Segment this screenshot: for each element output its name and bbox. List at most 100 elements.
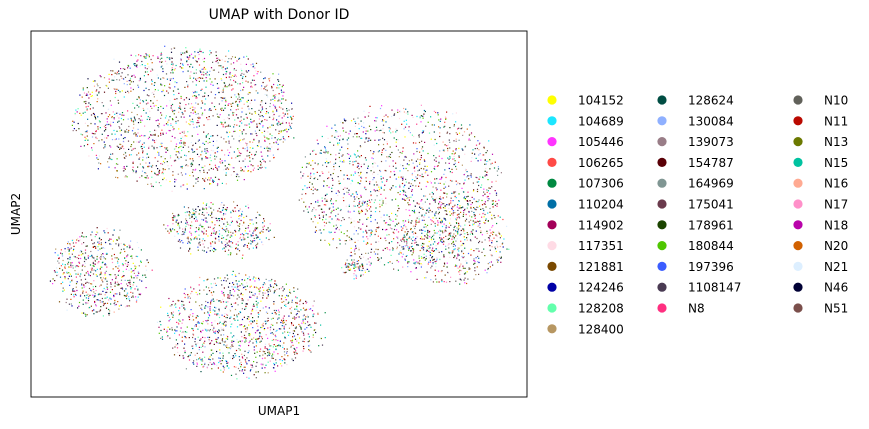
scatter-point (419, 249, 421, 252)
scatter-point (213, 232, 215, 234)
scatter-point (110, 286, 112, 288)
scatter-point (168, 168, 170, 170)
scatter-point (482, 154, 484, 156)
scatter-point (115, 277, 117, 280)
scatter-point (133, 133, 135, 135)
scatter-point (343, 233, 345, 235)
scatter-point (438, 203, 440, 205)
scatter-point (396, 229, 398, 231)
scatter-point (491, 181, 493, 183)
scatter-point (360, 194, 362, 196)
scatter-point (195, 142, 197, 144)
scatter-point (252, 366, 254, 368)
scatter-point (466, 237, 468, 239)
scatter-point (96, 311, 98, 313)
scatter-point (252, 121, 254, 123)
scatter-point (263, 328, 266, 330)
scatter-point (241, 70, 243, 72)
scatter-point (84, 131, 87, 133)
scatter-point (72, 289, 74, 291)
scatter-point (432, 198, 434, 200)
scatter-point (209, 163, 211, 166)
scatter-point (205, 136, 207, 138)
scatter-point (262, 297, 264, 299)
scatter-point (416, 148, 418, 150)
scatter-point (487, 220, 489, 222)
scatter-point (107, 87, 109, 89)
scatter-point (433, 144, 435, 146)
scatter-point (203, 365, 205, 367)
scatter-point (361, 253, 363, 255)
scatter-point (222, 87, 224, 89)
scatter-point (337, 194, 339, 197)
scatter-point (197, 140, 199, 142)
scatter-point (247, 165, 249, 167)
scatter-point (328, 208, 330, 210)
scatter-point (66, 298, 68, 300)
scatter-point (416, 150, 418, 153)
scatter-point (446, 132, 448, 134)
scatter-point (259, 231, 261, 233)
scatter-point (221, 221, 223, 223)
scatter-point (178, 229, 180, 231)
scatter-point (108, 312, 111, 314)
scatter-point (220, 334, 222, 336)
scatter-point (125, 91, 127, 93)
scatter-point (88, 287, 91, 290)
scatter-point (255, 247, 258, 249)
scatter-point (440, 222, 442, 225)
scatter-point (463, 228, 465, 230)
scatter-point (299, 299, 302, 301)
scatter-point (123, 166, 125, 168)
scatter-point (457, 229, 459, 231)
scatter-point (241, 107, 243, 109)
scatter-point (229, 125, 231, 127)
scatter-point (473, 211, 475, 214)
scatter-point (223, 223, 225, 225)
scatter-point (458, 254, 460, 256)
scatter-point (203, 71, 205, 74)
scatter-point (389, 189, 392, 191)
scatter-point (103, 126, 105, 128)
scatter-point (330, 153, 332, 156)
scatter-point (95, 285, 97, 288)
scatter-point (475, 248, 477, 250)
scatter-point (183, 347, 185, 349)
scatter-point (105, 289, 107, 291)
scatter-point (233, 112, 235, 114)
scatter-point (313, 178, 315, 180)
scatter-point (393, 170, 395, 173)
scatter-point (82, 287, 84, 289)
scatter-point (215, 60, 217, 63)
scatter-point (421, 214, 423, 216)
scatter-point (70, 303, 72, 305)
scatter-point (85, 236, 87, 238)
scatter-point (269, 160, 271, 162)
scatter-point (353, 118, 355, 120)
scatter-point (470, 231, 472, 233)
scatter-point (407, 262, 409, 264)
scatter-point (242, 147, 244, 149)
scatter-point (486, 150, 488, 152)
scatter-point (72, 242, 74, 244)
scatter-point (166, 90, 168, 92)
scatter-point (465, 218, 468, 220)
scatter-point (416, 165, 418, 167)
scatter-point (82, 292, 84, 294)
scatter-point (292, 317, 294, 319)
scatter-point (66, 309, 68, 311)
scatter-point (460, 211, 462, 213)
scatter-point (147, 138, 150, 140)
scatter-point (223, 320, 225, 322)
scatter-point (180, 137, 182, 140)
scatter-point (227, 85, 230, 87)
scatter-point (205, 207, 207, 209)
scatter-point (492, 264, 494, 266)
scatter-point (156, 147, 158, 149)
scatter-point (424, 223, 426, 225)
scatter-point (114, 285, 116, 287)
scatter-point (216, 113, 218, 115)
scatter-point (369, 105, 371, 107)
scatter-point (82, 112, 84, 114)
scatter-point (195, 216, 197, 218)
